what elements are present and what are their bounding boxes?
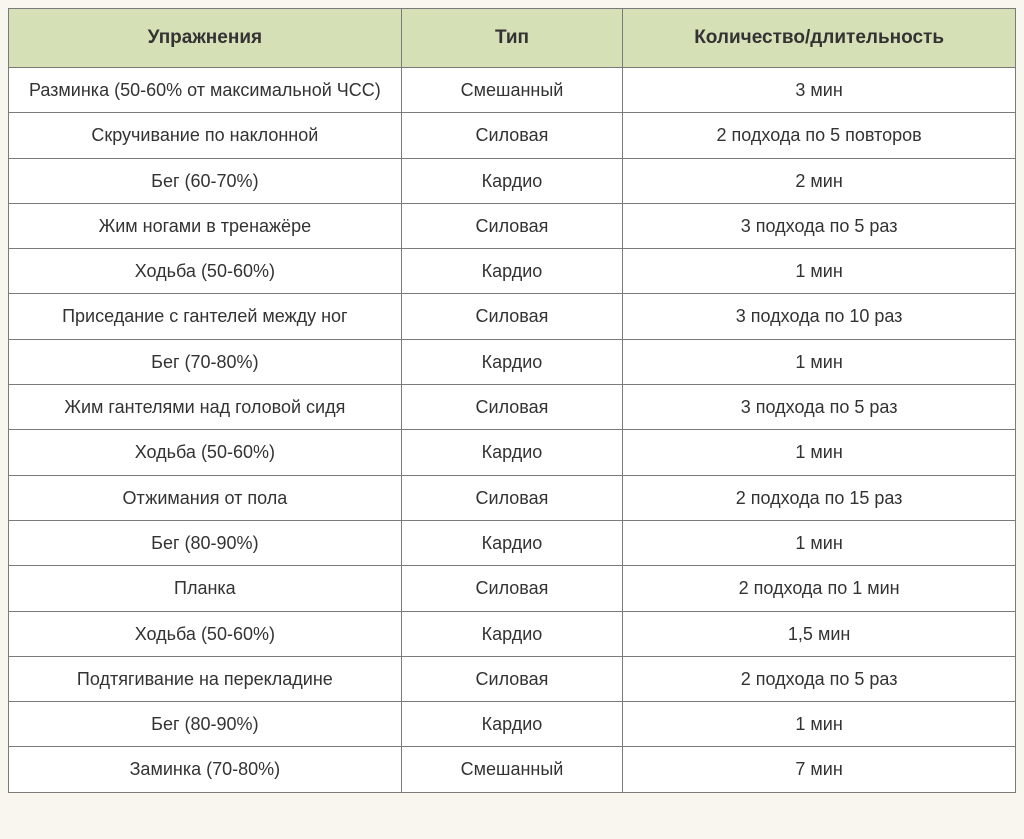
- cell-amount: 1,5 мин: [623, 611, 1016, 656]
- table-row: Бег (70-80%) Кардио 1 мин: [9, 339, 1016, 384]
- table-row: Отжимания от пола Силовая 2 подхода по 1…: [9, 475, 1016, 520]
- cell-exercise: Заминка (70-80%): [9, 747, 402, 792]
- cell-type: Кардио: [401, 611, 623, 656]
- cell-exercise: Разминка (50-60% от максимальной ЧСС): [9, 68, 402, 113]
- cell-type: Силовая: [401, 566, 623, 611]
- table-row: Бег (60-70%) Кардио 2 мин: [9, 158, 1016, 203]
- cell-exercise: Приседание с гантелей между ног: [9, 294, 402, 339]
- cell-type: Кардио: [401, 702, 623, 747]
- cell-type: Силовая: [401, 385, 623, 430]
- cell-exercise: Отжимания от пола: [9, 475, 402, 520]
- cell-type: Силовая: [401, 113, 623, 158]
- table-row: Бег (80-90%) Кардио 1 мин: [9, 520, 1016, 565]
- cell-exercise: Скручивание по наклонной: [9, 113, 402, 158]
- cell-amount: 1 мин: [623, 702, 1016, 747]
- cell-exercise: Бег (80-90%): [9, 520, 402, 565]
- cell-amount: 7 мин: [623, 747, 1016, 792]
- cell-exercise: Планка: [9, 566, 402, 611]
- table-row: Ходьба (50-60%) Кардио 1 мин: [9, 249, 1016, 294]
- table-row: Ходьба (50-60%) Кардио 1 мин: [9, 430, 1016, 475]
- cell-type: Кардио: [401, 520, 623, 565]
- cell-amount: 2 подхода по 5 повторов: [623, 113, 1016, 158]
- cell-exercise: Подтягивание на перекладине: [9, 656, 402, 701]
- cell-type: Силовая: [401, 203, 623, 248]
- cell-type: Кардио: [401, 339, 623, 384]
- cell-exercise: Бег (70-80%): [9, 339, 402, 384]
- cell-exercise: Бег (60-70%): [9, 158, 402, 203]
- table-row: Приседание с гантелей между ног Силовая …: [9, 294, 1016, 339]
- cell-amount: 1 мин: [623, 430, 1016, 475]
- cell-exercise: Ходьба (50-60%): [9, 430, 402, 475]
- table-row: Скручивание по наклонной Силовая 2 подхо…: [9, 113, 1016, 158]
- cell-amount: 1 мин: [623, 339, 1016, 384]
- cell-type: Силовая: [401, 294, 623, 339]
- cell-type: Силовая: [401, 475, 623, 520]
- exercise-table: Упражнения Тип Количество/длительность Р…: [8, 8, 1016, 793]
- cell-exercise: Ходьба (50-60%): [9, 249, 402, 294]
- cell-amount: 2 подхода по 5 раз: [623, 656, 1016, 701]
- table-header-row: Упражнения Тип Количество/длительность: [9, 9, 1016, 68]
- table-row: Жим гантелями над головой сидя Силовая 3…: [9, 385, 1016, 430]
- cell-amount: 3 мин: [623, 68, 1016, 113]
- table-body: Разминка (50-60% от максимальной ЧСС) См…: [9, 68, 1016, 793]
- cell-amount: 3 подхода по 10 раз: [623, 294, 1016, 339]
- cell-exercise: Жим гантелями над головой сидя: [9, 385, 402, 430]
- cell-type: Кардио: [401, 430, 623, 475]
- cell-amount: 3 подхода по 5 раз: [623, 203, 1016, 248]
- table-row: Планка Силовая 2 подхода по 1 мин: [9, 566, 1016, 611]
- col-header-amount: Количество/длительность: [623, 9, 1016, 68]
- cell-amount: 2 мин: [623, 158, 1016, 203]
- table-row: Заминка (70-80%) Смешанный 7 мин: [9, 747, 1016, 792]
- cell-amount: 1 мин: [623, 249, 1016, 294]
- table-row: Разминка (50-60% от максимальной ЧСС) См…: [9, 68, 1016, 113]
- cell-type: Кардио: [401, 249, 623, 294]
- cell-exercise: Бег (80-90%): [9, 702, 402, 747]
- table-row: Жим ногами в тренажёре Силовая 3 подхода…: [9, 203, 1016, 248]
- col-header-type: Тип: [401, 9, 623, 68]
- cell-exercise: Ходьба (50-60%): [9, 611, 402, 656]
- cell-type: Смешанный: [401, 68, 623, 113]
- cell-amount: 3 подхода по 5 раз: [623, 385, 1016, 430]
- table-row: Подтягивание на перекладине Силовая 2 по…: [9, 656, 1016, 701]
- cell-amount: 1 мин: [623, 520, 1016, 565]
- cell-type: Кардио: [401, 158, 623, 203]
- table-row: Ходьба (50-60%) Кардио 1,5 мин: [9, 611, 1016, 656]
- table-row: Бег (80-90%) Кардио 1 мин: [9, 702, 1016, 747]
- cell-type: Силовая: [401, 656, 623, 701]
- cell-type: Смешанный: [401, 747, 623, 792]
- cell-amount: 2 подхода по 15 раз: [623, 475, 1016, 520]
- cell-exercise: Жим ногами в тренажёре: [9, 203, 402, 248]
- col-header-exercise: Упражнения: [9, 9, 402, 68]
- cell-amount: 2 подхода по 1 мин: [623, 566, 1016, 611]
